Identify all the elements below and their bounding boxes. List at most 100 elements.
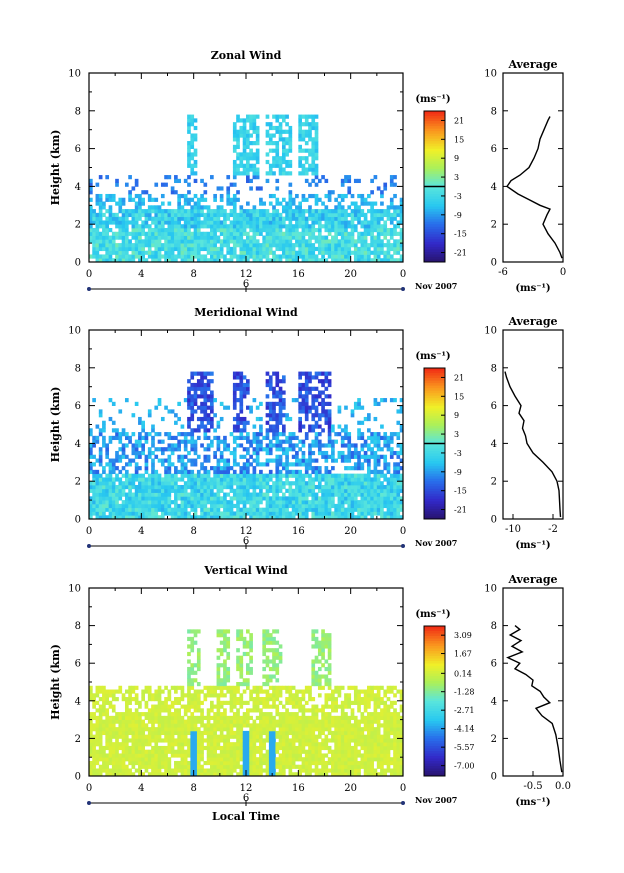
heatmap-cell (151, 231, 155, 236)
colorbar-strip (424, 239, 445, 243)
heatmap-cell (298, 500, 302, 505)
x-tick-label: 4 (138, 269, 144, 280)
heatmap-cell (239, 375, 244, 380)
heatmap-cell (210, 757, 214, 762)
heatmap-cell (350, 231, 355, 236)
heatmap-cell (111, 507, 116, 512)
heatmap-cell (272, 258, 276, 263)
heatmap-cell (102, 477, 106, 482)
heatmap-cell (252, 254, 257, 259)
heatmap-cell (396, 450, 401, 456)
heatmap-cell (216, 424, 221, 429)
heatmap-cell (187, 197, 191, 202)
heatmap-cell (311, 492, 316, 497)
heatmap-cell (298, 246, 302, 252)
heatmap-cell (324, 454, 329, 459)
heatmap-cell (389, 220, 394, 225)
heatmap-cell (357, 209, 361, 214)
heatmap-cell (108, 757, 113, 762)
heatmap-cell (144, 481, 149, 486)
heatmap-cell (128, 749, 132, 754)
heatmap-cell (102, 243, 106, 248)
heatmap-cell (115, 458, 119, 463)
heatmap-cell (337, 484, 342, 490)
heatmap-cell (399, 246, 404, 252)
heatmap-cell (89, 511, 93, 516)
colorbar-strip (424, 168, 445, 172)
heatmap-cell (304, 227, 309, 233)
heatmap-cell (389, 235, 394, 240)
colorbar-strip (424, 231, 445, 235)
heatmap-cell (154, 447, 159, 452)
heatmap-cell (89, 469, 93, 475)
heatmap-cell (327, 246, 332, 252)
heatmap-cell (174, 730, 178, 736)
heatmap-cell (102, 428, 106, 433)
heatmap-cell (350, 507, 355, 512)
heatmap-cell (170, 488, 175, 493)
heatmap-cell (174, 749, 178, 754)
heatmap-cell (160, 243, 165, 248)
heatmap-cell (115, 450, 119, 456)
heatmap-cell (203, 435, 208, 441)
heatmap-cell (102, 708, 106, 713)
heatmap-cell (121, 742, 126, 747)
heatmap-cell (272, 235, 276, 240)
heatmap-cell (324, 503, 329, 509)
heatmap-cell (272, 394, 276, 399)
heatmap-cell (200, 712, 204, 717)
heatmap-cell (157, 496, 162, 501)
heatmap-cell (213, 428, 217, 433)
heatmap-cell (304, 492, 309, 497)
heatmap-cell (249, 250, 253, 255)
heatmap-cell (210, 235, 214, 240)
heatmap-cell (138, 727, 142, 732)
heatmap-cell (147, 447, 152, 452)
heatmap-cell (324, 473, 329, 478)
heatmap-cell (278, 454, 283, 459)
colorbar-strip (424, 420, 445, 424)
heatmap-cell (115, 235, 119, 240)
heatmap-cell (242, 390, 247, 395)
heatmap-cell (278, 156, 283, 161)
heatmap-cell (206, 772, 211, 777)
heatmap-cell (219, 496, 224, 501)
heatmap-cell (376, 246, 381, 252)
heatmap-cell (203, 246, 208, 252)
heatmap-cell (216, 239, 221, 244)
heatmap-cell (180, 454, 185, 459)
heatmap-cell (262, 239, 267, 244)
heatmap-cell (174, 697, 178, 702)
heatmap-cell (134, 447, 139, 452)
heatmap-cell (272, 424, 276, 429)
heatmap-cell (89, 749, 93, 754)
heatmap-cell (124, 708, 129, 713)
heatmap-cell (183, 201, 188, 206)
heatmap-cell (376, 243, 381, 248)
heatmap-cell (353, 515, 358, 520)
heatmap-cell (154, 704, 159, 709)
heatmap-cell (321, 175, 325, 180)
heatmap-cell (157, 235, 162, 240)
heatmap-cell (396, 258, 401, 263)
heatmap-cell (223, 258, 227, 263)
heatmap-cell (206, 224, 211, 229)
heatmap-cell (138, 749, 142, 754)
heatmap-cell (151, 220, 155, 225)
heatmap-cell (281, 148, 286, 153)
heatmap-cell (272, 254, 276, 259)
heatmap-cell (157, 481, 162, 486)
heatmap-cell (360, 492, 365, 497)
heatmap-cell (311, 439, 316, 444)
y-tick-label: 10 (68, 69, 81, 80)
heatmap-cell (190, 156, 195, 161)
heatmap-cell (236, 473, 240, 478)
heatmap-cell (193, 386, 198, 391)
heatmap-cell (242, 163, 247, 168)
heatmap-cell (105, 484, 110, 490)
heatmap-cell (147, 492, 152, 497)
heatmap-cell (174, 689, 178, 694)
heatmap-cell (380, 239, 384, 244)
heatmap-cell (89, 689, 93, 694)
heatmap-cell (92, 227, 96, 233)
